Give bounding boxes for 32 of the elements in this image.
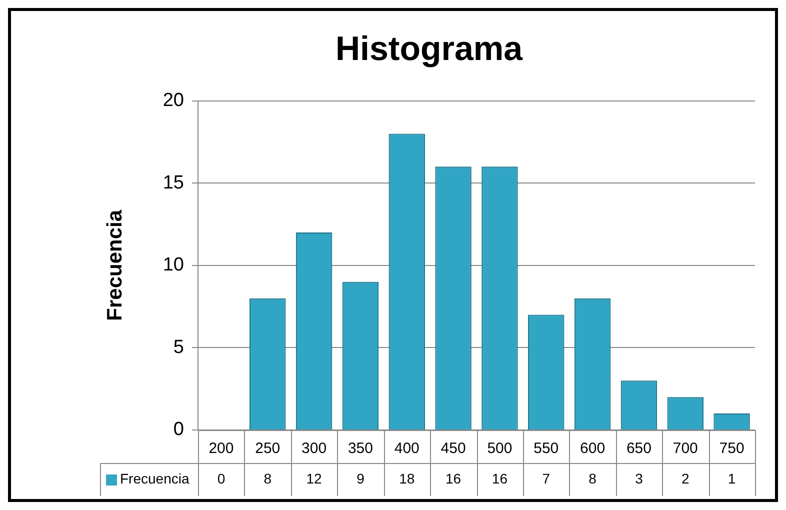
x-tick-label: 300: [302, 440, 327, 458]
data-label: 1: [728, 470, 736, 486]
data-label: 0: [217, 470, 226, 486]
y-tick-label: 0: [173, 419, 184, 440]
x-tick-label: 650: [626, 440, 652, 458]
y-tick-label: 5: [173, 336, 184, 358]
x-tick-label: 200: [208, 440, 234, 458]
x-tick-label: 250: [255, 440, 280, 458]
data-label: 16: [446, 470, 462, 486]
data-label: 16: [492, 470, 508, 486]
x-tick-label: 450: [440, 440, 466, 458]
x-tick-label: 500: [487, 440, 512, 458]
x-tick-label: 600: [580, 440, 606, 458]
x-tick-label: 700: [672, 440, 698, 458]
data-label: 12: [306, 470, 322, 486]
y-tick-label: 15: [162, 172, 184, 194]
data-label: 2: [681, 470, 690, 486]
chart-title: Histograma: [335, 30, 524, 68]
y-tick-label: 20: [162, 90, 184, 112]
y-axis-title: Frecuencia: [103, 210, 126, 321]
data-label: 18: [399, 470, 415, 486]
x-tick-label: 400: [394, 440, 420, 458]
x-tick-label: 550: [534, 440, 559, 458]
data-label: 8: [588, 470, 597, 486]
data-label: 7: [542, 470, 550, 486]
legend-label: Frecuencia: [120, 470, 190, 486]
y-tick-label: 10: [162, 254, 184, 276]
x-tick-label: 350: [348, 440, 373, 458]
x-tick-label: 750: [719, 440, 744, 458]
data-label: 9: [356, 470, 365, 486]
data-label: 3: [635, 470, 644, 486]
data-label: 8: [264, 470, 272, 486]
